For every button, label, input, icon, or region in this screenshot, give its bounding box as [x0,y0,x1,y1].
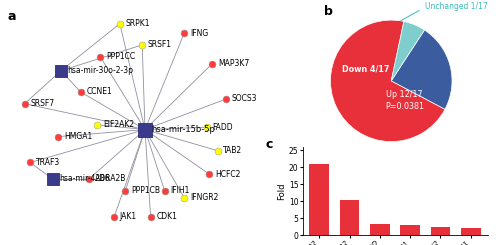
Text: P=0.0381: P=0.0381 [385,102,424,111]
Point [206,172,214,176]
Point [96,55,104,59]
Bar [400,225,420,235]
Text: FADD: FADD [212,123,233,132]
Text: SRPK1: SRPK1 [126,19,150,28]
Text: hsa-mir-4286: hsa-mir-4286 [59,174,110,184]
Point [202,125,210,129]
Point [214,149,222,153]
Text: TRAF3: TRAF3 [36,158,60,167]
Text: a: a [8,10,16,23]
Text: ADRA2B: ADRA2B [94,174,126,184]
Text: HMGA1: HMGA1 [64,132,92,141]
Point [116,22,124,26]
Text: SOCS3: SOCS3 [232,95,258,103]
Text: IFNG: IFNG [190,29,208,38]
Point [122,189,130,193]
Text: hsa-mir-15b-5p: hsa-mir-15b-5p [151,125,215,134]
Text: Unchanged 1/17: Unchanged 1/17 [424,2,488,11]
Text: PPP1CC: PPP1CC [106,52,135,61]
Text: CDK1: CDK1 [156,212,177,221]
Text: EIF2AK2: EIF2AK2 [103,120,134,129]
Text: Up 12/17: Up 12/17 [386,90,423,99]
Text: c: c [266,138,273,151]
Point [54,135,62,139]
Text: MAP3K7: MAP3K7 [218,59,249,68]
Point [85,177,93,181]
Point [110,215,118,219]
Bar [430,227,450,235]
Bar [461,228,480,235]
Wedge shape [330,20,445,142]
Point [180,31,188,35]
Text: TAB2: TAB2 [224,146,242,155]
Text: SRSF1: SRSF1 [148,40,172,49]
Wedge shape [391,21,424,81]
Point [48,177,56,181]
Text: HCFC2: HCFC2 [215,170,240,179]
Bar [340,200,359,235]
Y-axis label: Fold: Fold [277,182,286,200]
Point [57,69,65,73]
Point [26,160,34,164]
Wedge shape [391,30,452,109]
Point [138,43,146,47]
Point [94,123,102,127]
Point [180,196,188,200]
Text: SRSF7: SRSF7 [30,99,54,108]
Bar [310,164,329,235]
Point [208,62,216,66]
Text: Down 4/17: Down 4/17 [342,64,390,73]
Text: IFIH1: IFIH1 [170,186,190,195]
Point [141,128,149,132]
Point [146,215,154,219]
Text: b: b [324,5,334,18]
Text: PPP1CB: PPP1CB [131,186,160,195]
Point [160,189,168,193]
Point [20,102,28,106]
Text: hsa-mir-30o-2-3p: hsa-mir-30o-2-3p [67,66,133,75]
Point [222,97,230,101]
Text: IFNGR2: IFNGR2 [190,193,218,202]
Bar [370,224,390,235]
Point [76,90,84,94]
Text: JAK1: JAK1 [120,212,137,221]
Text: CCNE1: CCNE1 [86,87,112,97]
